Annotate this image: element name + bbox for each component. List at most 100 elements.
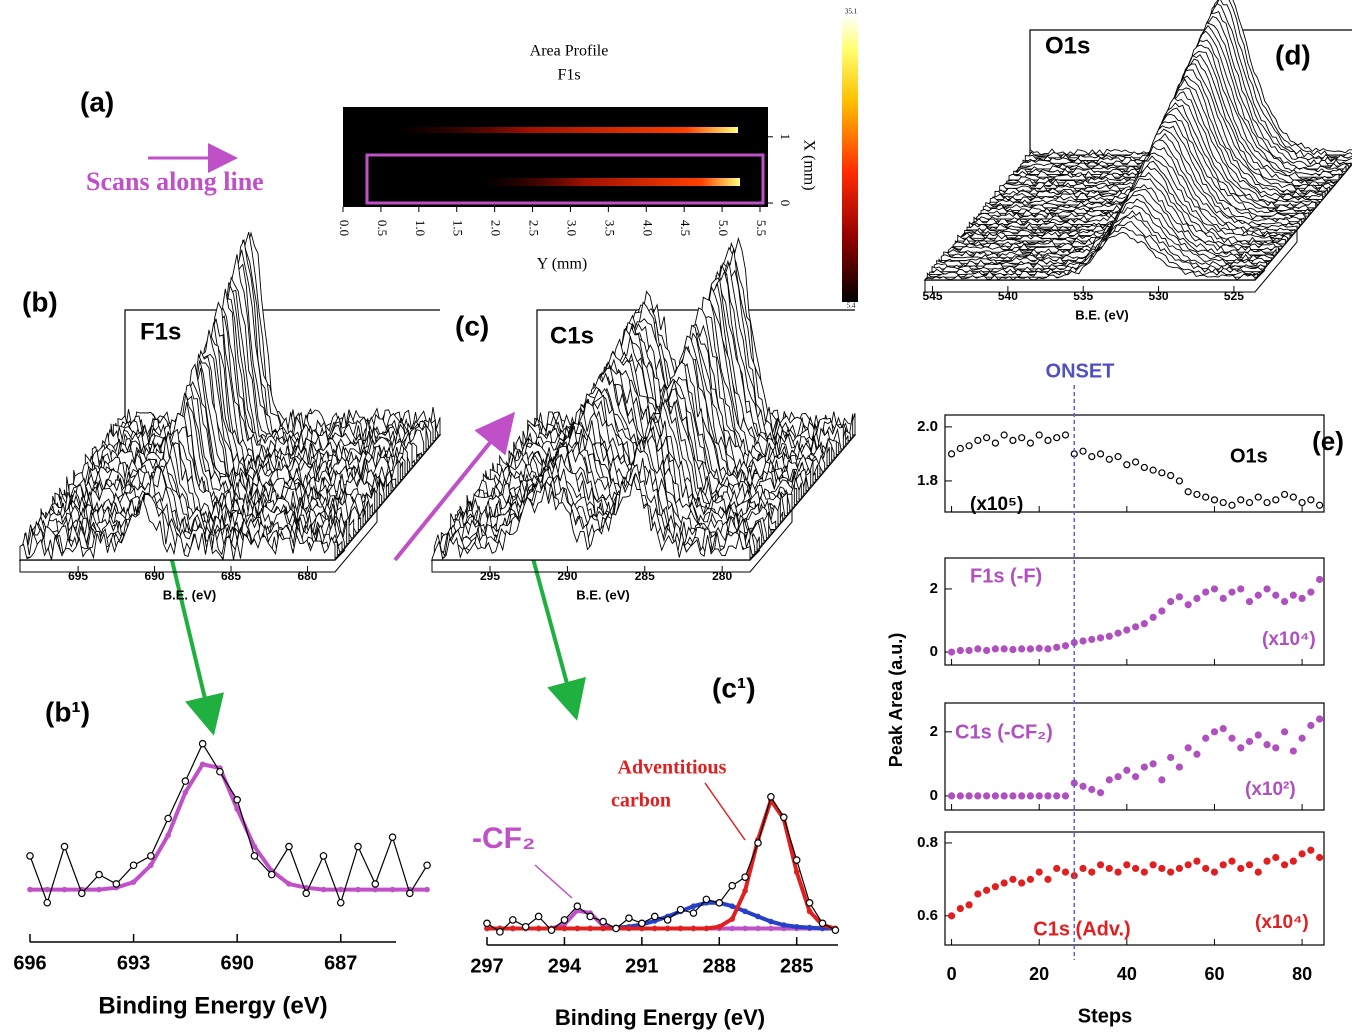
data-point — [77, 889, 86, 898]
data-point — [1044, 875, 1052, 883]
fit-point — [510, 925, 516, 932]
data-point — [974, 645, 982, 653]
data-point — [676, 905, 685, 914]
data-point — [1114, 868, 1122, 876]
data-point — [1114, 773, 1122, 781]
data-point — [1079, 782, 1087, 790]
data-point — [1088, 868, 1096, 876]
data-point — [1184, 488, 1192, 496]
data-point — [1228, 501, 1236, 509]
data-point — [1219, 725, 1227, 733]
data-point — [1184, 744, 1192, 752]
data-point — [1298, 850, 1306, 858]
subplot-name: O1s — [1230, 445, 1268, 467]
y-tick-label: 0.8 — [917, 834, 938, 851]
side — [924, 230, 1298, 293]
data-point — [1289, 857, 1297, 865]
data-point — [983, 886, 991, 894]
fit-point — [768, 925, 774, 932]
x-tick-label: 693 — [117, 952, 150, 974]
data-point — [1088, 635, 1096, 644]
series-line — [30, 762, 428, 892]
data-point — [1202, 734, 1210, 742]
scale-label: (x10²) — [1245, 779, 1296, 800]
data-point — [1272, 591, 1280, 599]
data-point — [1000, 645, 1008, 653]
data-point — [267, 870, 276, 879]
fit-point — [61, 886, 68, 893]
data-point — [1114, 453, 1122, 461]
data-point — [1263, 498, 1271, 507]
data-point — [26, 852, 34, 860]
x-axis-label: Binding Energy (eV) — [98, 992, 327, 1019]
data-point — [1272, 853, 1280, 862]
subplot-frame — [944, 557, 1325, 666]
y-tick-label: 0.6 — [917, 907, 938, 924]
x-tick-label: 685 — [221, 569, 241, 583]
fit-point — [742, 908, 748, 915]
data-point — [1245, 861, 1254, 869]
fit-point — [574, 925, 581, 932]
fit-point — [806, 908, 813, 915]
plot-title: C1s — [550, 322, 594, 349]
data-point — [702, 895, 711, 904]
data-point — [1237, 744, 1245, 752]
subplot-name: C1s (-CF₂) — [955, 721, 1053, 743]
data-point — [965, 442, 973, 450]
fit-point — [424, 886, 430, 893]
data-point — [129, 861, 138, 870]
data-point — [1123, 626, 1131, 634]
data-point — [586, 912, 595, 921]
scan-box — [365, 153, 765, 205]
data-point — [1035, 644, 1043, 652]
data-point — [1280, 597, 1289, 606]
data-point — [1018, 434, 1026, 442]
fit-point — [703, 925, 710, 932]
data-point — [983, 646, 991, 655]
data-point — [250, 852, 259, 860]
data-point — [1026, 875, 1035, 883]
data-point — [1018, 792, 1026, 800]
arrow — [393, 411, 516, 562]
x-tick-label: 525 — [1224, 289, 1244, 303]
data-point — [1053, 864, 1061, 873]
data-point — [1158, 864, 1166, 873]
data-point — [1035, 792, 1043, 800]
title: Area Profile — [530, 43, 609, 60]
data-point — [1167, 753, 1175, 762]
panel-label: (b¹) — [45, 696, 90, 727]
x-tick-label: 1.5 — [451, 220, 466, 236]
fit-point — [806, 924, 813, 931]
subplot-frame — [944, 831, 1325, 946]
data-point — [1149, 613, 1157, 621]
fit-point — [535, 925, 542, 932]
data-point — [974, 890, 982, 898]
data-point — [1149, 466, 1157, 474]
series-line — [487, 795, 836, 931]
data-point — [1000, 792, 1008, 800]
data-point — [1061, 868, 1070, 876]
data-point — [547, 926, 556, 934]
spectrum-trace — [38, 465, 355, 539]
data-point — [509, 916, 517, 924]
data-point — [1289, 591, 1297, 599]
x-axis-label: Y (mm) — [537, 256, 588, 273]
fit-point — [130, 879, 137, 885]
fit-point — [96, 886, 102, 893]
subtitle: F1s — [557, 67, 580, 84]
data-point — [1009, 436, 1017, 444]
x-axis-label: B.E. (eV) — [1075, 307, 1128, 322]
data-point — [483, 919, 491, 928]
fit-point — [768, 918, 774, 925]
data-point — [423, 861, 431, 870]
y-tick-label: 1 — [778, 134, 793, 141]
data-point — [336, 898, 345, 907]
data-point — [991, 792, 999, 800]
data-point — [1237, 585, 1245, 593]
data-point — [233, 795, 241, 804]
x-tick-label: 696 — [13, 952, 46, 974]
data-point — [947, 450, 956, 458]
data-point — [496, 928, 504, 936]
data-point — [956, 904, 964, 913]
heatmap — [343, 107, 768, 207]
